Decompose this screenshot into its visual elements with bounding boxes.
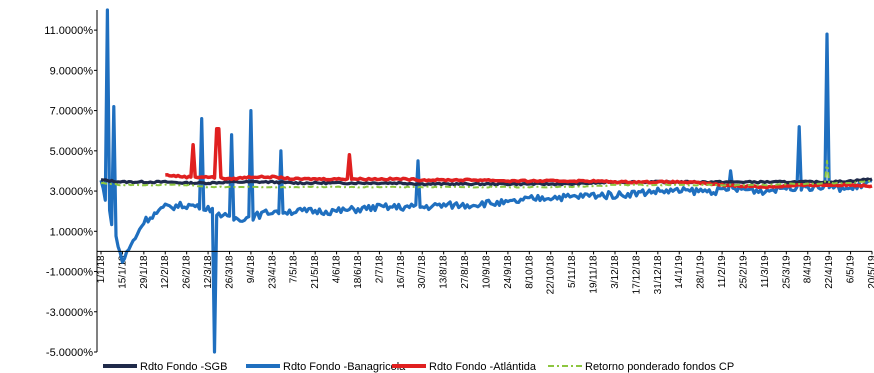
x-tick-label: 25/3/19 [781, 255, 792, 289]
x-tick-label: 22/4/19 [824, 255, 835, 289]
x-tick-label: 24/9/18 [503, 255, 514, 289]
series-layer [99, 8, 873, 354]
x-tick-label: 31/12/18 [653, 255, 664, 294]
y-tick-label: 5.0000% [50, 146, 94, 158]
x-tick-label: 16/7/18 [396, 255, 407, 289]
x-tick-label: 22/10/18 [546, 255, 557, 294]
y-tick-label: 7.0000% [50, 106, 94, 118]
x-tick-label: 12/3/18 [203, 255, 214, 289]
x-tick-label: 14/1/19 [674, 255, 685, 289]
x-tick-label: 13/8/18 [439, 255, 450, 289]
x-tick-label: 2/7/18 [374, 255, 385, 283]
series-line-2 [99, 8, 873, 354]
y-tick-label: 3.0000% [50, 186, 94, 198]
x-axis-ticks: 1/1/18 15/1/18 29/1/18 12/2/18 26/2/18 12/3/1… [96, 251, 874, 294]
series-line-3 [165, 126, 873, 190]
x-tick-label: 10/9/18 [482, 255, 493, 289]
y-tick-label: -3.0000% [46, 307, 93, 319]
x-tick-label: 21/5/18 [310, 255, 321, 289]
x-tick-label: 30/7/18 [417, 255, 428, 289]
x-tick-label: 11/3/19 [760, 255, 771, 288]
x-tick-label: 5/11/18 [567, 255, 578, 288]
legend-label: Rdto Fondo -Atlántida [429, 361, 537, 373]
x-tick-label: 29/1/18 [139, 255, 150, 289]
x-tick-label: 17/12/18 [631, 255, 642, 294]
y-tick-label: 9.0000% [50, 65, 94, 77]
legend: Rdto Fondo -SGB Rdto Fondo -Banagricola Rd… [103, 361, 734, 373]
legend-label: Retorno ponderado fondos CP [585, 361, 734, 373]
y-tick-label: -5.0000% [46, 347, 93, 359]
y-tick-label: 11.0000% [44, 25, 93, 37]
x-tick-label: 19/11/18 [589, 255, 600, 294]
x-tick-label: 15/1/18 [117, 255, 128, 289]
x-tick-label: 27/8/18 [460, 255, 471, 289]
series-line-4 [100, 159, 873, 189]
x-tick-label: 25/2/19 [739, 255, 750, 289]
x-tick-label: 18/6/18 [353, 255, 364, 289]
x-tick-label: 3/12/18 [610, 255, 621, 289]
x-tick-label: 8/4/19 [803, 255, 814, 283]
x-tick-label: 9/4/18 [246, 255, 257, 283]
x-tick-label: 4/6/18 [332, 255, 343, 283]
x-tick-label: 12/2/18 [160, 255, 171, 289]
x-tick-label: 11/2/19 [717, 255, 728, 288]
x-tick-label: 26/2/18 [182, 255, 193, 289]
y-tick-label: -1.0000% [46, 267, 93, 279]
x-tick-label: 23/4/18 [267, 255, 278, 289]
legend-label: Rdto Fondo -Banagricola [283, 361, 406, 373]
legend-label: Rdto Fondo -SGB [140, 361, 227, 373]
x-tick-label: 20/5/19 [867, 255, 874, 289]
x-tick-label: 26/3/18 [225, 255, 236, 289]
x-tick-label: 28/1/19 [696, 255, 707, 289]
y-tick-label: 1.0000% [50, 226, 94, 238]
x-tick-label: 6/5/19 [846, 255, 857, 283]
series-line-1 [100, 177, 873, 187]
y-axis-ticks: 11.0000% 9.0000% 7.0000% 5.0000% 3.0000% 1.00… [44, 25, 97, 359]
x-tick-label: 8/10/18 [524, 255, 535, 289]
x-tick-label: 7/5/18 [289, 255, 300, 283]
x-tick-label: 1/1/18 [96, 255, 107, 283]
